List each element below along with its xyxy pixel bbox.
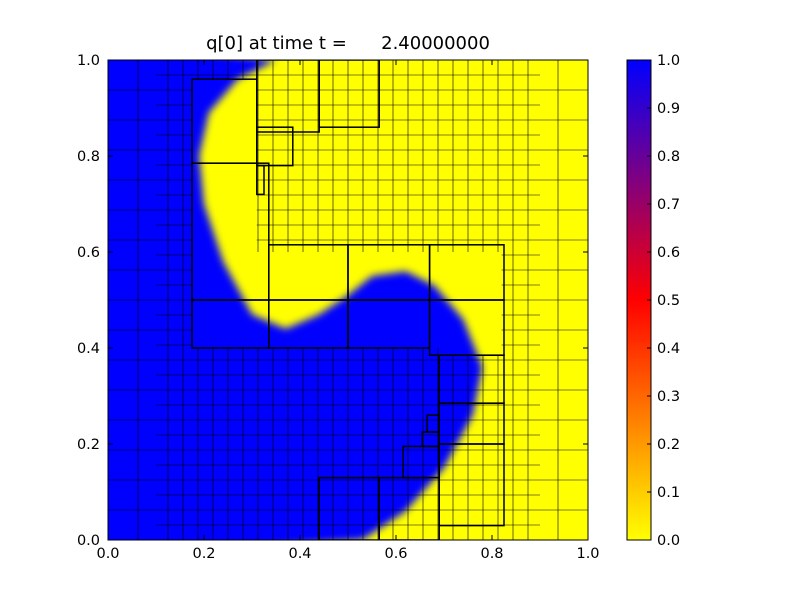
colorbar-tick-label: 0.5	[657, 293, 680, 309]
x-tick-label: 0.4	[288, 546, 311, 562]
x-axis: 0.0 0.2 0.4 0.6 0.8 1.0	[96, 60, 600, 562]
colorbar-tick-label: 0.3	[657, 389, 680, 405]
y-tick-label: 1.0	[77, 53, 100, 69]
amr-patch	[256, 164, 265, 196]
x-tick-label: 0.0	[96, 546, 119, 562]
colorbar: 0.0 0.1 0.2 0.3 0.4 0.5 0.6 0.7 0.8 0.9 1.0	[626, 53, 680, 549]
colorbar-axis: 0.0 0.1 0.2 0.3 0.4 0.5 0.6 0.7 0.8 0.9 1.0	[647, 53, 680, 549]
x-tick-label: 0.8	[480, 546, 503, 562]
colorbar-tick-label: 0.7	[657, 197, 680, 213]
colorbar-tick-label: 1.0	[657, 53, 680, 69]
y-tick-label: 0.4	[77, 341, 100, 357]
colorbar-tick-label: 0.9	[657, 101, 680, 117]
x-tick-label: 0.6	[384, 546, 407, 562]
amr-patch	[256, 126, 294, 167]
amr-patch	[426, 414, 440, 433]
colorbar-tick-label: 0.1	[657, 485, 680, 501]
colorbar-tick-label: 0.8	[657, 149, 680, 165]
amr-patch	[318, 60, 380, 128]
amr-grid-lines	[108, 60, 588, 540]
plot-frame	[107, 59, 589, 541]
colorbar-tick-label: 0.0	[657, 533, 680, 549]
y-tick-label: 0.0	[77, 533, 100, 549]
x-tick-label: 0.2	[192, 546, 215, 562]
y-tick-label: 0.2	[77, 437, 100, 453]
y-tick-label: 0.8	[77, 149, 100, 165]
colorbar-tick-label: 0.4	[657, 341, 680, 357]
plot-area: 0.0 0.2 0.4 0.6 0.8 1.0 0.0 0.2 0.4 0.6 0.8 1.0	[77, 53, 600, 562]
amr-patch	[402, 445, 440, 479]
x-tick-label: 1.0	[576, 546, 599, 562]
y-axis: 0.0 0.2 0.4 0.6 0.8 1.0	[77, 53, 588, 549]
colorbar-tick-label: 0.6	[657, 245, 680, 261]
y-tick-label: 0.6	[77, 245, 100, 261]
chart-title: q[0] at time t = 2.40000000	[206, 33, 490, 54]
amr-coarse-patches	[191, 60, 505, 540]
colorbar-tick-label: 0.2	[657, 437, 680, 453]
